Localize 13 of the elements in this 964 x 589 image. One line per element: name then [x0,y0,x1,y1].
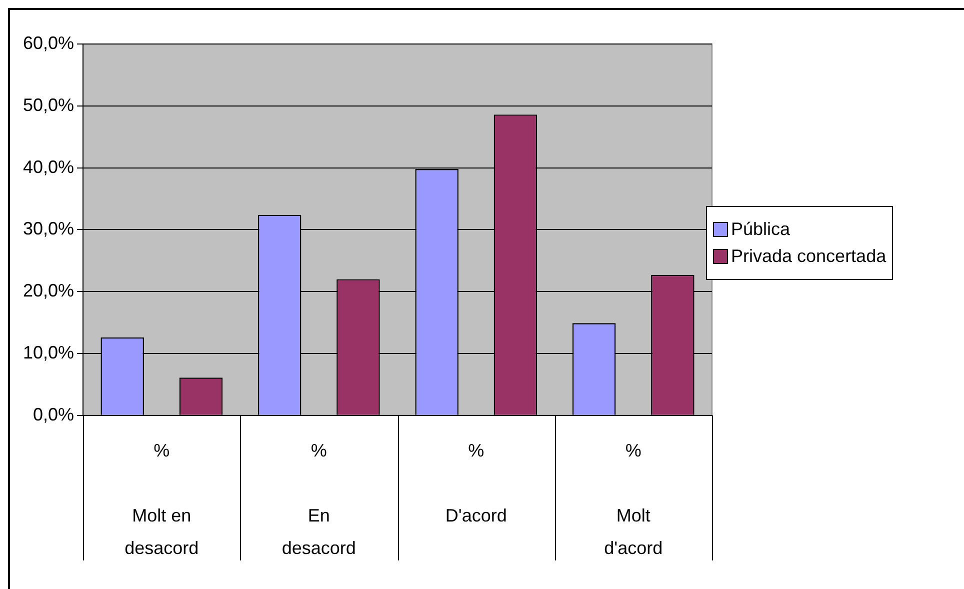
y-tick-label: 60,0% [22,32,74,53]
category-label: % D'acord [445,440,507,526]
legend-label: Privada concertada [731,246,886,267]
category-label: % Molt d'acord [604,440,663,558]
y-tick-label: 30,0% [22,218,74,239]
legend-label: Pública [731,219,790,240]
y-tick-label: 0,0% [33,404,74,424]
y-tick-label: 10,0% [22,342,74,362]
category-label: % En desacord [282,440,356,558]
y-tick-label: 40,0% [22,156,74,177]
category-label: % Molt en desacord [124,440,199,558]
y-tick-label: 50,0% [22,94,74,115]
y-tick-label: 20,0% [22,280,74,301]
